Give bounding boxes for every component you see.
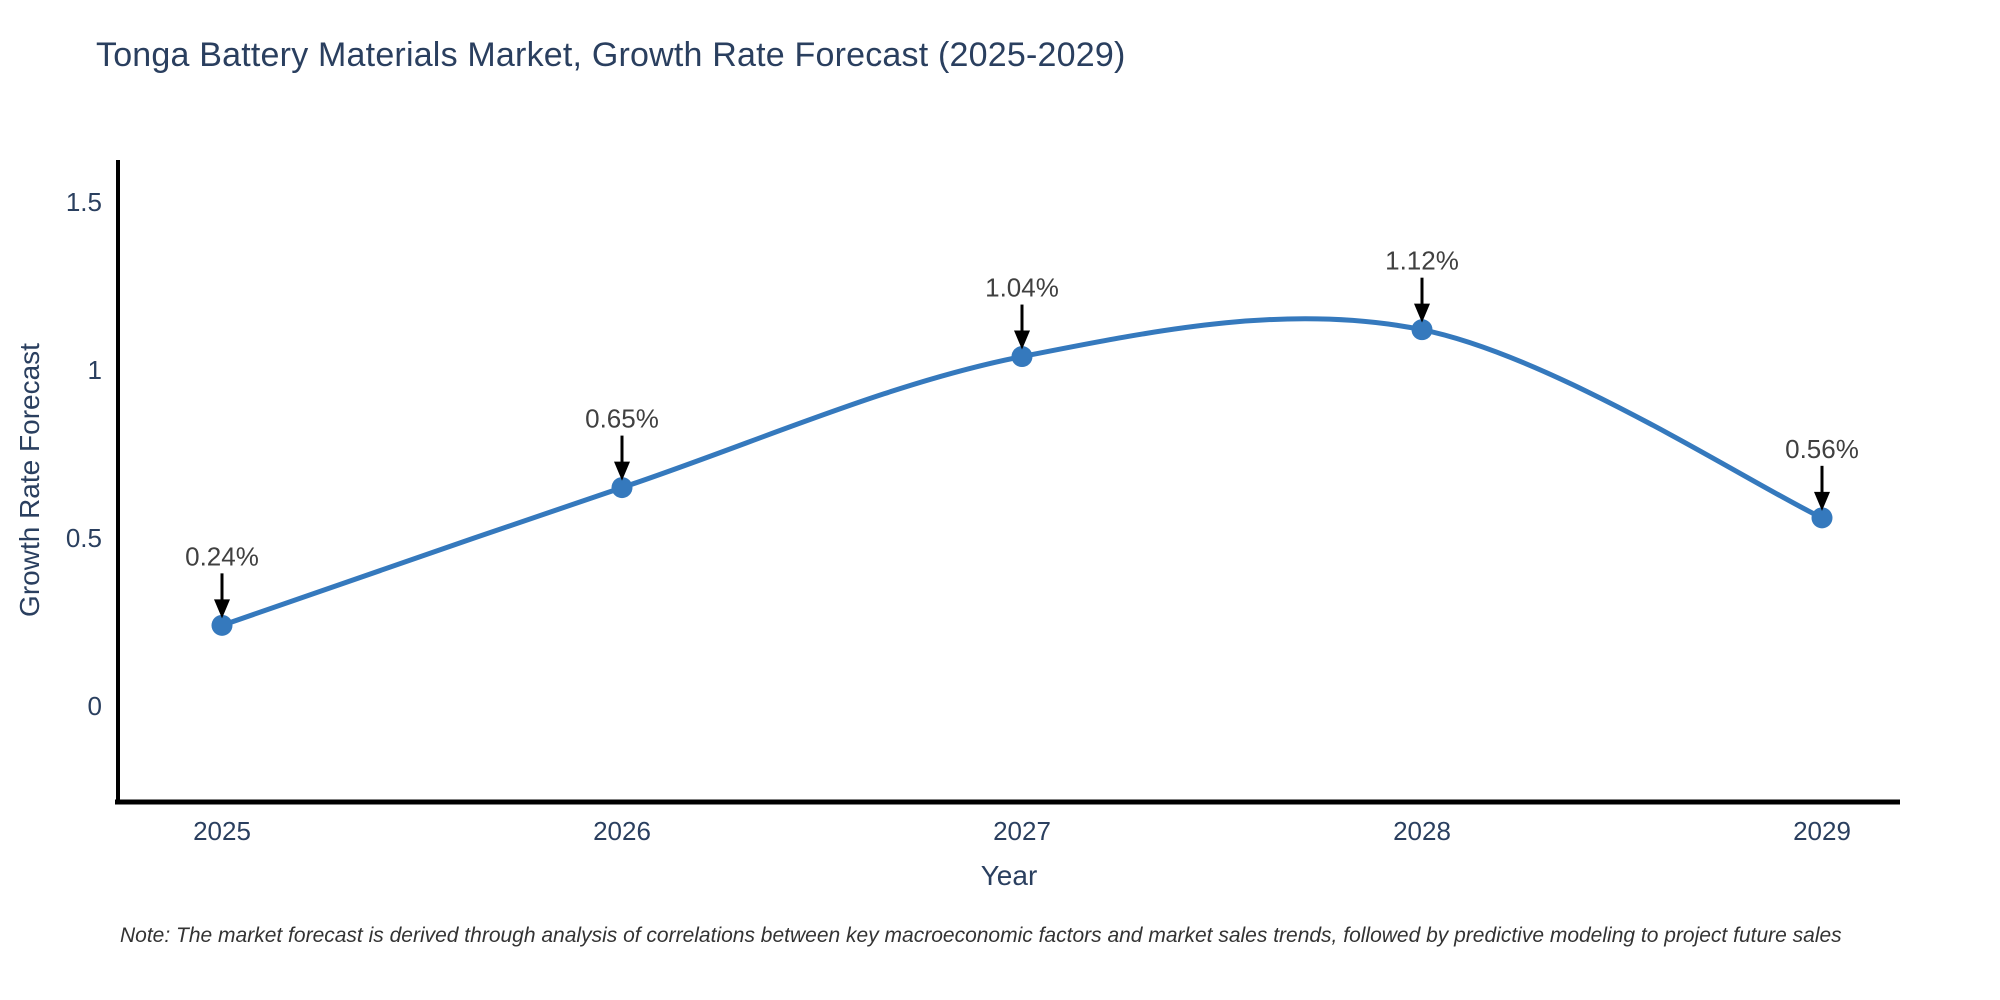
annotation-label: 0.24%	[185, 541, 259, 571]
y-tick-label: 0.5	[66, 523, 102, 553]
x-tick-label: 2028	[1393, 816, 1451, 846]
annotation-arrowhead-icon	[1414, 303, 1430, 323]
data-point-marker	[1011, 346, 1033, 368]
annotation-arrowhead-icon	[214, 599, 230, 619]
x-tick-label: 2025	[193, 816, 251, 846]
x-tick-label: 2029	[1793, 816, 1851, 846]
annotation-label: 1.04%	[985, 273, 1059, 303]
data-point-marker	[1411, 319, 1433, 341]
y-tick-label: 0	[88, 691, 102, 721]
data-point-marker	[1811, 507, 1833, 529]
annotation-label: 0.56%	[1785, 434, 1859, 464]
annotation-label: 1.12%	[1385, 246, 1459, 276]
chart-title: Tonga Battery Materials Market, Growth R…	[96, 36, 1126, 74]
x-tick-label: 2026	[593, 816, 651, 846]
x-axis-title: Year	[980, 860, 1038, 891]
data-point-marker	[211, 614, 233, 636]
y-tick-label: 1.5	[66, 187, 102, 217]
annotation-label: 0.65%	[585, 404, 659, 434]
y-tick-label: 1	[88, 355, 102, 385]
chart-footnote: Note: The market forecast is derived thr…	[120, 924, 1842, 947]
annotation-arrowhead-icon	[1814, 491, 1830, 511]
annotation-arrowhead-icon	[614, 461, 630, 481]
x-tick-label: 2027	[993, 816, 1051, 846]
data-point-marker	[611, 477, 633, 499]
annotation-arrowhead-icon	[1014, 330, 1030, 350]
